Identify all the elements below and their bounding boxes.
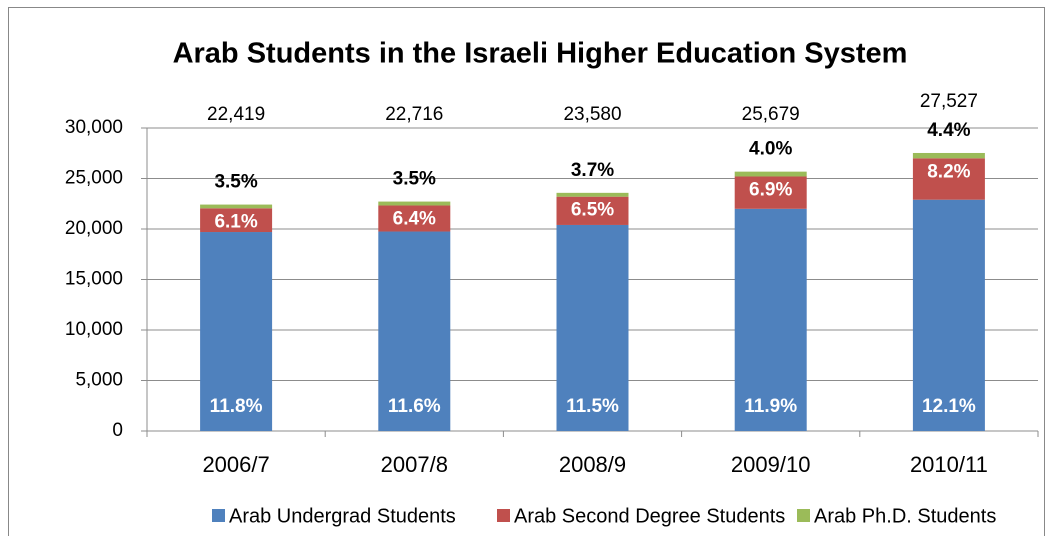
bar-segment: [378, 231, 451, 431]
legend-swatch: [497, 509, 510, 522]
segment-label: 4.0%: [749, 139, 792, 160]
legend-label: Arab Ph.D. Students: [814, 505, 996, 527]
bar-segment: [556, 192, 629, 197]
segment-label: 11.8%: [210, 396, 263, 417]
bar-segment: [734, 171, 807, 177]
total-label: 25,679: [742, 104, 800, 125]
segment-label: 8.2%: [927, 161, 970, 182]
legend-swatch: [797, 509, 810, 522]
x-tick-label: 2009/10: [731, 452, 811, 477]
segment-label: 3.5%: [393, 169, 436, 190]
chart-frame: [8, 7, 1045, 536]
y-tick-label: 15,000: [65, 269, 123, 290]
legend-label: Arab Undergrad Students: [229, 505, 456, 527]
segment-label: 4.4%: [927, 120, 970, 141]
segment-label: 11.6%: [388, 396, 441, 417]
x-tick-label: 2010/11: [910, 452, 988, 477]
bar-segment: [912, 158, 985, 200]
y-tick-label: 10,000: [65, 319, 123, 340]
bar-segment: [200, 232, 273, 431]
bar-segment: [912, 152, 985, 159]
bar-segment: [734, 176, 807, 209]
bar-segment: [378, 205, 451, 232]
legend-label: Arab Second Degree Students: [514, 505, 785, 527]
segment-label: 6.4%: [393, 208, 436, 229]
segment-label: 6.1%: [214, 211, 257, 232]
x-tick-label: 2008/9: [559, 452, 626, 477]
bar-segment: [556, 224, 629, 431]
bar-segment: [378, 201, 451, 206]
y-tick-label: 0: [112, 420, 123, 441]
x-tick-label: 2006/7: [202, 452, 269, 477]
segment-label: 11.9%: [744, 396, 797, 417]
y-tick-label: 20,000: [65, 218, 123, 239]
bar-segment: [200, 204, 273, 209]
segment-label: 11.5%: [566, 396, 619, 417]
bar-segment: [912, 199, 985, 431]
segment-label: 6.5%: [571, 200, 614, 221]
segment-label: 3.5%: [214, 172, 257, 193]
y-tick-label: 25,000: [65, 168, 123, 189]
total-label: 22,419: [207, 104, 265, 125]
bar-segment: [200, 208, 273, 233]
y-tick-label: 30,000: [65, 117, 123, 138]
segment-label: 3.7%: [571, 160, 614, 181]
bar-segment: [734, 208, 807, 431]
segment-label: 6.9%: [749, 179, 792, 200]
total-label: 22,716: [385, 104, 443, 125]
x-tick-label: 2007/8: [381, 452, 448, 477]
total-label: 27,527: [920, 91, 978, 112]
legend-swatch: [212, 509, 225, 522]
chart-title: Arab Students in the Israeli Higher Educ…: [173, 38, 908, 70]
total-label: 23,580: [563, 104, 621, 125]
segment-label: 12.1%: [922, 396, 976, 417]
bar-segment: [556, 196, 629, 225]
y-tick-label: 5,000: [75, 370, 123, 391]
